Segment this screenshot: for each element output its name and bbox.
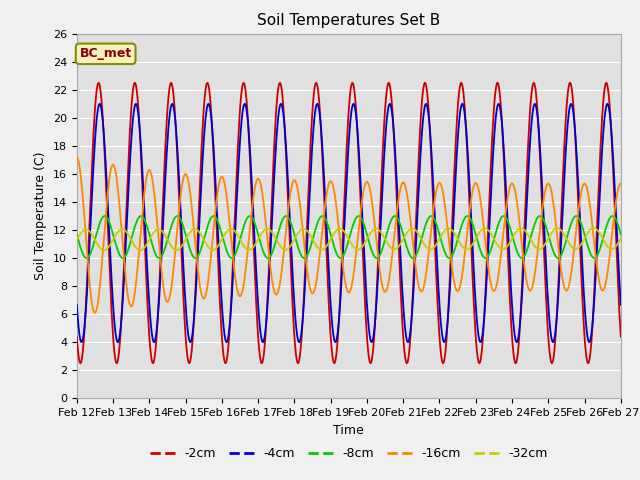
Text: BC_met: BC_met [79, 48, 132, 60]
X-axis label: Time: Time [333, 424, 364, 437]
Title: Soil Temperatures Set B: Soil Temperatures Set B [257, 13, 440, 28]
Legend: -2cm, -4cm, -8cm, -16cm, -32cm: -2cm, -4cm, -8cm, -16cm, -32cm [145, 442, 553, 465]
Y-axis label: Soil Temperature (C): Soil Temperature (C) [35, 152, 47, 280]
